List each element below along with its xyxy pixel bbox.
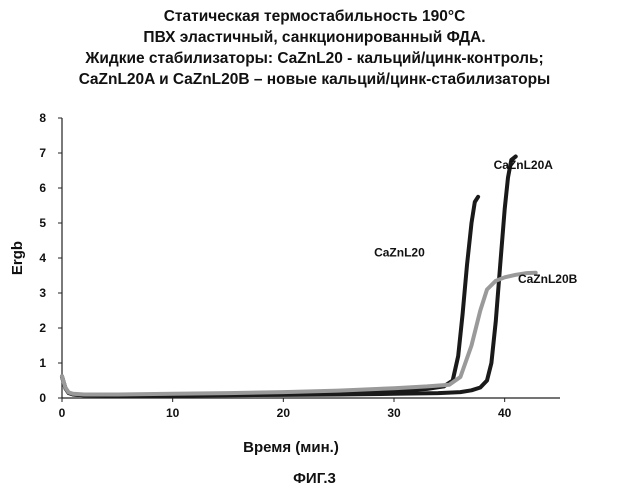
series-layer [62,157,536,396]
y-tick-label: 3 [39,286,46,300]
series-line-caznl20a [62,157,516,396]
axes: 0 1 2 3 4 5 6 7 8 0 10 20 30 40 Время (мин.) Ergb [9,111,560,456]
y-tick-label: 8 [39,111,46,125]
y-tick-label: 6 [39,181,46,195]
series-label: CaZnL20A [494,158,554,172]
y-tick-label: 2 [39,321,46,335]
x-tick-label: 20 [277,406,291,420]
x-tick-label: 40 [498,406,512,420]
series-line-caznl20 [62,197,478,395]
y-tick-label: 5 [39,216,46,230]
x-tick-label: 10 [166,406,180,420]
x-axis-title: Время (мин.) [243,439,339,456]
series-label: CaZnL20B [518,272,578,286]
series-label: CaZnL20 [374,245,425,259]
y-tick-label: 1 [39,356,46,370]
y-tick-label: 0 [39,391,46,405]
y-axis-title: Ergb [9,241,26,275]
x-tick-label: 30 [387,406,401,420]
y-tick-label: 7 [39,146,46,160]
x-tick-label: 0 [59,406,66,420]
annotation-layer: CaZnL20A CaZnL20 CaZnL20B [374,158,578,286]
y-tick-label: 4 [39,251,46,265]
figure-label: ФИГ.3 [0,470,629,487]
